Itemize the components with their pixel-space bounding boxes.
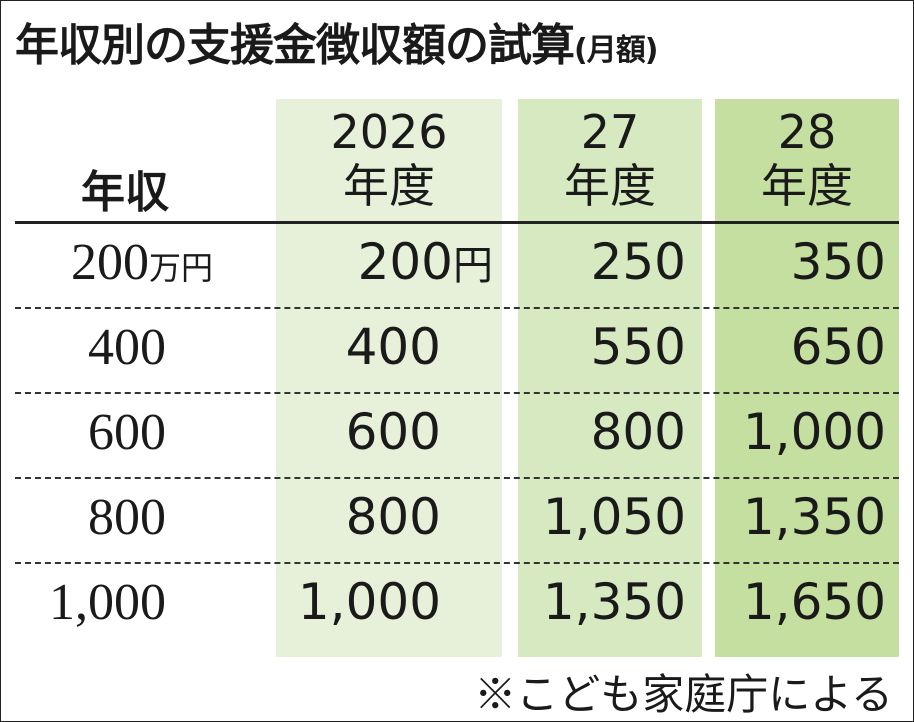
row-divider	[15, 562, 899, 564]
amount: 1,000	[298, 573, 441, 631]
amount: 800	[346, 488, 441, 546]
amount-value: 800	[345, 488, 441, 546]
amount-value: 650	[790, 318, 886, 376]
amount: 550	[591, 318, 686, 376]
income-label: 1,000	[6, 573, 166, 632]
income-value: 600	[88, 404, 166, 461]
column-band	[715, 99, 899, 657]
amount-value: 350	[790, 233, 886, 291]
income-value: 400	[88, 319, 166, 376]
amount: 600	[346, 403, 441, 461]
amount: 200円	[358, 233, 493, 291]
amount-value: 250	[590, 233, 686, 291]
amount-value: 1,000	[742, 403, 886, 461]
income-label: 200万円	[71, 233, 213, 292]
title-text: 年収別の支援金徴収額の試算	[15, 20, 575, 71]
column-band	[276, 99, 502, 657]
column-year: 2026	[330, 105, 448, 159]
row-divider	[15, 307, 899, 309]
income-value: 800	[88, 489, 166, 546]
amount: 800	[591, 403, 686, 461]
amount-value: 400	[345, 318, 441, 376]
amount: 400	[346, 318, 441, 376]
income-label: 800	[6, 488, 166, 547]
column-band	[518, 99, 702, 657]
income-label: 600	[6, 403, 166, 462]
income-unit: 万円	[149, 250, 214, 286]
row-header: 年収	[81, 167, 169, 218]
source-note: ※こども家庭庁による	[474, 670, 893, 719]
income-value: 200	[71, 234, 149, 291]
amount: 1,050	[543, 488, 686, 546]
amount-value: 600	[345, 403, 441, 461]
income-value: 1,000	[49, 574, 166, 631]
column-year: 27	[580, 105, 640, 159]
amount-unit: 円	[453, 243, 493, 289]
income-label: 400	[6, 318, 166, 377]
amount-value: 1,000	[297, 573, 441, 631]
amount-value: 1,050	[542, 488, 686, 546]
subtitle: (月額)	[574, 33, 658, 68]
amount-value: 200	[357, 233, 453, 291]
row-divider	[15, 392, 899, 394]
amount: 350	[791, 233, 886, 291]
amount: 250	[591, 233, 686, 291]
column-year: 28	[777, 105, 837, 159]
column-unit: 年度	[564, 159, 656, 213]
amount: 1,350	[543, 573, 686, 631]
amount: 650	[791, 318, 886, 376]
column-unit: 年度	[761, 159, 853, 213]
amount-value: 1,650	[742, 573, 886, 631]
column-unit: 年度	[343, 159, 435, 213]
amount-value: 550	[590, 318, 686, 376]
amount-value: 1,350	[542, 573, 686, 631]
header-rule	[15, 221, 899, 224]
title: 年収別の支援金徴収額の試算(月額)	[15, 9, 658, 73]
amount: 1,350	[743, 488, 886, 546]
amount-value: 1,350	[742, 488, 886, 546]
amount: 1,000	[743, 403, 886, 461]
row-divider	[15, 477, 899, 479]
amount: 1,650	[743, 573, 886, 631]
amount-value: 800	[590, 403, 686, 461]
